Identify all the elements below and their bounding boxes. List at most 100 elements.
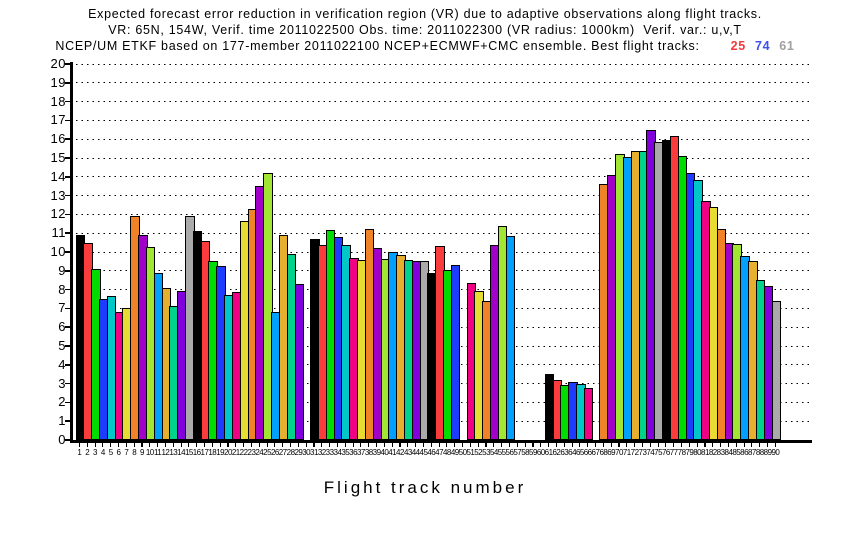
x-axis-tick-46 [430,443,432,447]
y-axis-label-9: 9 [58,262,66,278]
x-axis-tick-20 [227,443,229,447]
x-axis-tick-40 [383,443,385,447]
bar-track-66 [583,388,594,440]
x-axis-label-22: 22 [239,448,248,457]
x-axis-title: Flight track number [323,478,527,497]
x-axis-tick-39 [376,443,378,447]
y-axis-label-11: 11 [51,225,66,241]
x-axis-tick-5 [110,443,112,447]
x-axis-label-5: 5 [108,448,113,457]
y-axis-tick-5 [65,345,70,347]
x-axis-tick-48 [446,443,448,447]
x-axis-label-23: 23 [247,448,256,457]
x-axis-tick-32 [321,443,323,447]
x-axis-label-6: 6 [116,448,121,457]
y-axis-tick-15 [65,157,70,159]
gridline-20 [76,63,812,65]
x-axis-tick-87 [751,443,753,447]
x-axis-label-46: 46 [427,448,436,457]
x-axis-tick-7 [125,443,127,447]
x-axis-tick-1 [78,443,80,447]
x-axis-tick-45 [422,443,425,447]
x-axis-label-87: 87 [747,448,756,457]
x-axis-label-67: 67 [591,448,600,457]
x-axis-tick-72 [634,443,636,447]
x-axis-tick-12 [164,443,166,447]
y-axis-tick-6 [65,326,70,328]
x-axis-label-34: 34 [333,448,342,457]
x-axis-label-53: 53 [482,448,491,457]
x-axis-tick-13 [172,443,174,447]
x-axis-label-69: 69 [607,448,616,457]
x-axis-tick-24 [258,443,260,447]
x-axis-label-21: 21 [231,448,240,457]
x-axis-label-45: 45 [419,448,428,457]
x-axis-tick-21 [235,443,237,447]
x-axis-label-40: 40 [380,448,389,457]
x-axis-label-35: 35 [341,448,350,457]
x-axis-label-57: 57 [513,448,522,457]
y-axis-tick-2 [65,401,70,404]
x-axis-label-56: 56 [505,448,514,457]
x-axis-tick-22 [243,443,245,447]
x-axis-label-1: 1 [77,448,82,457]
x-axis-label-78: 78 [677,448,686,457]
x-axis-tick-31 [313,443,315,447]
x-axis-label-13: 13 [169,448,178,457]
y-axis-label-0: 0 [58,432,66,447]
x-axis-label-54: 54 [489,448,498,457]
x-axis-label-50: 50 [458,448,467,457]
x-axis-tick-27 [282,443,284,447]
x-axis-tick-26 [274,443,276,447]
y-axis-label-3: 3 [58,375,66,391]
x-axis-tick-60 [540,443,542,447]
x-axis-tick-61 [548,443,550,447]
x-axis-tick-89 [767,443,769,447]
x-axis-tick-78 [681,443,683,447]
x-axis-label-89: 89 [763,448,772,457]
y-axis-label-13: 13 [50,187,66,203]
bar-track-25 [263,173,273,440]
x-axis-tick-3 [94,443,96,447]
y-axis-label-19: 19 [50,74,66,90]
y-axis-tick-16 [65,138,70,140]
x-axis-tick-14 [180,443,182,447]
bar-track-90 [771,300,781,440]
chart-title-line-1: Expected forecast error reduction in ver… [88,7,762,21]
x-axis-label-43: 43 [403,448,412,457]
x-axis-label-68: 68 [599,448,608,457]
x-axis-label-62: 62 [552,448,561,457]
x-axis-label-26: 26 [270,448,279,457]
x-axis-label-15: 15 [184,448,193,457]
x-axis-tick-18 [211,443,213,447]
y-axis-tick-0 [65,439,70,441]
x-axis-tick-2 [86,443,88,447]
x-axis-tick-63 [563,443,565,447]
gridline-19 [76,82,812,84]
x-axis-label-36: 36 [349,448,358,457]
x-axis-label-71: 71 [622,448,631,457]
y-axis-label-17: 17 [50,112,66,128]
x-axis-tick-77 [673,443,675,447]
x-axis-tick-28 [289,443,292,447]
x-axis-tick-6 [117,443,120,447]
x-axis-label-20: 20 [224,448,232,457]
x-axis-tick-41 [391,443,393,447]
x-axis-tick-15 [188,443,190,447]
gridline-18 [76,101,812,103]
x-axis-tick-34 [336,443,339,447]
x-axis-tick-17 [203,443,206,447]
y-axis-label-8: 8 [58,281,66,297]
x-axis-label-11: 11 [153,448,162,457]
x-axis-tick-65 [579,443,581,447]
x-axis-tick-36 [352,443,354,447]
y-axis-label-2: 2 [58,394,66,410]
x-axis-tick-90 [774,443,776,447]
x-axis-tick-53 [485,443,487,447]
x-axis-tick-19 [219,443,221,447]
y-axis-tick-19 [65,82,70,84]
x-axis-tick-9 [141,443,143,447]
x-axis-line [70,440,812,443]
x-axis-label-16: 16 [192,448,201,457]
